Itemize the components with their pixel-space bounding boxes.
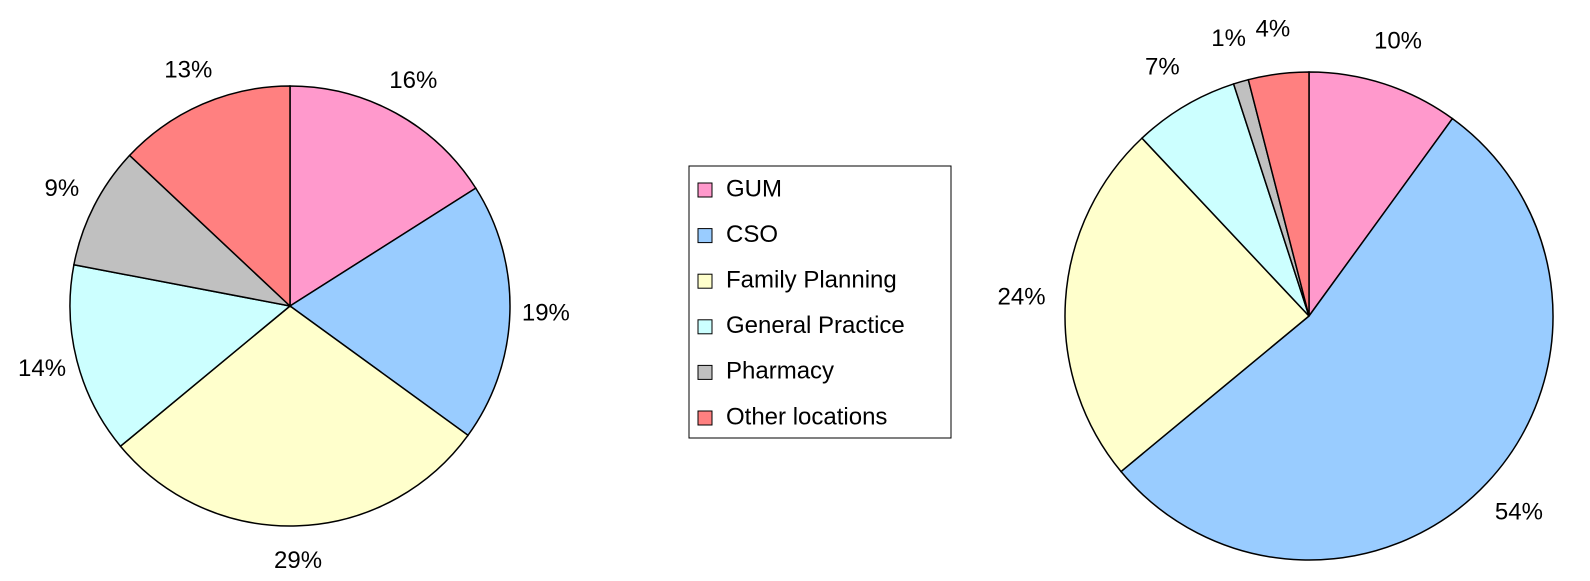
data-label: 10% [1374,27,1422,54]
data-label: 9% [45,175,80,202]
pie-slice [289,85,477,308]
legend-swatch [697,273,713,289]
legend-label: General Practice [726,312,905,339]
legend-label: CSO [726,221,778,248]
legend-label: Other locations [726,403,887,430]
legend-swatch [697,364,713,380]
data-label: 4% [1256,16,1291,43]
legend-swatch [697,182,713,198]
legend-swatch [697,319,713,335]
legend-swatch [697,228,713,244]
data-label: 13% [164,56,212,83]
pie-slice [1064,137,1311,473]
pie-slice [69,263,292,448]
legend-label: Pharmacy [726,358,834,385]
data-label: 14% [18,355,66,382]
pie-slice [1308,71,1454,319]
data-label: 29% [274,547,322,574]
pie-slice [128,85,291,308]
data-label: 1% [1211,25,1246,52]
legend-label: Family Planning [726,267,897,294]
legend-box [688,165,952,439]
data-label: 54% [1495,498,1543,525]
legend-label: GUM [726,175,782,202]
data-label: 7% [1145,53,1180,80]
pie-slice [1119,117,1554,561]
pie-slice [1140,82,1310,317]
pie-slice [73,154,293,308]
pie-slice [119,305,470,527]
data-label: 19% [522,299,570,326]
pie-slice [288,187,511,437]
pie-slice [1247,71,1310,317]
legend-swatch [697,410,713,426]
data-label: 16% [389,67,437,94]
data-label: 24% [998,283,1046,310]
